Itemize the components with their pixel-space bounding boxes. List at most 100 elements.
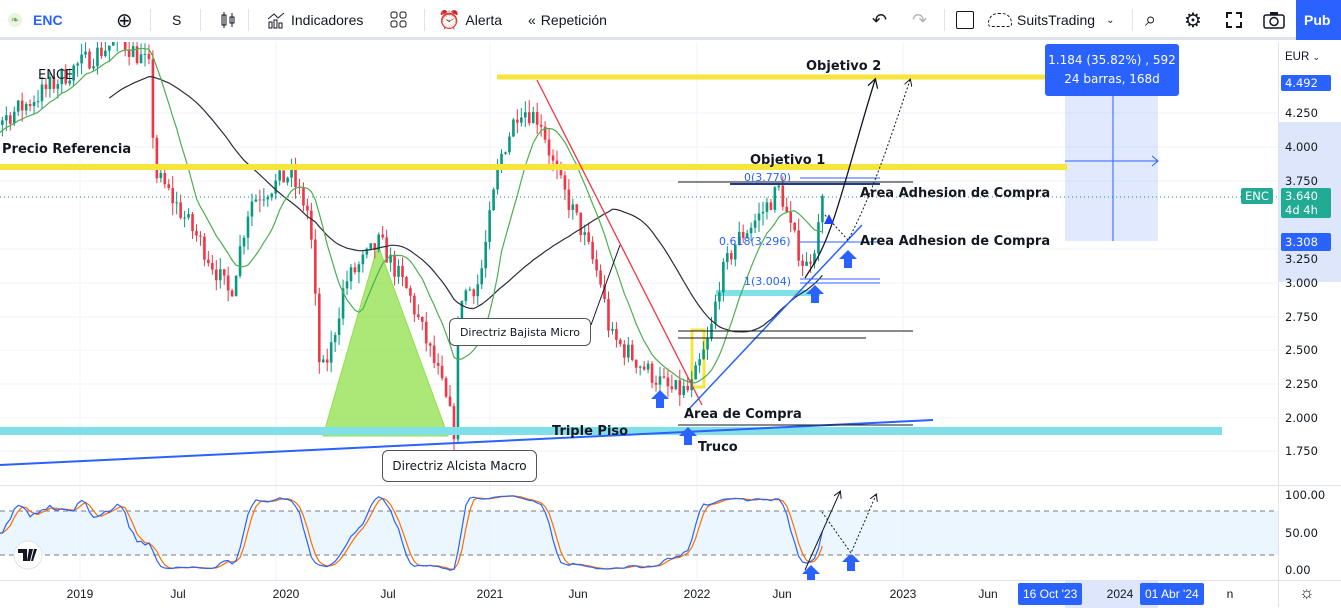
callout-directriz-bajista-micro[interactable]: Directriz Bajista Micro [449,318,591,346]
replay-button[interactable]: « Repetición [528,0,607,40]
candle-body [654,382,658,385]
candle-body [733,244,737,260]
directriz-alcista-micro-line[interactable] [687,224,863,411]
candle-body [591,241,594,260]
layout-menu[interactable]: SuitsTrading ⌄ [988,0,1114,40]
drawing-square-icon[interactable] [956,0,974,40]
price-tick: 2.750 [1285,310,1318,324]
candle-body [468,289,472,291]
candle-body [630,344,634,360]
candle-body [8,115,12,124]
candle-body [726,253,729,262]
candle-body [523,112,527,118]
candle-body [745,233,749,238]
projection-dotted-arrow[interactable] [824,80,910,241]
label-area-adhesion-2[interactable]: Area Adhesion de Compra [860,234,1051,249]
candle-body [270,193,274,198]
axis-settings-gear-icon[interactable]: ☼ [1299,583,1315,602]
search-icon[interactable]: ⌕ [1145,8,1157,31]
candle-body [214,269,218,281]
currency-selector[interactable]: EUR ⌄ [1285,51,1320,63]
candle-body [428,343,432,346]
candle-body [516,119,519,123]
up-arrow-icon [842,553,860,571]
label-objetivo-2[interactable]: Objetivo 2 [806,59,882,74]
candle-body [512,119,515,137]
candle-body [658,376,662,385]
measure-range-box[interactable] [1065,77,1158,241]
chart-type-candles-icon[interactable] [220,0,236,40]
candle-body [797,230,800,261]
publish-button[interactable]: Pub [1296,0,1341,40]
candle-body [765,202,769,212]
candle-body [147,53,151,60]
candle-body [793,222,796,231]
horizontal-levels[interactable] [678,181,913,426]
fib-lines[interactable] [730,177,880,284]
bar-countdown: 4d 4h [1285,203,1318,217]
directriz-bajista-line[interactable] [536,79,703,406]
gear-icon[interactable]: ⚙ [1184,9,1202,32]
cyan-zone[interactable] [716,290,820,296]
time-axis[interactable]: 2019 Jul 2020 Jul 2021 Jun 2022 Jun 2023… [0,580,1278,608]
price-chart[interactable] [0,0,1278,580]
candle-body [151,59,155,138]
candle-body [5,115,8,121]
alert-button[interactable]: ⏰ Alerta [438,0,502,40]
label-precio-referencia[interactable]: Precio Referencia [2,142,132,157]
redo-icon[interactable]: ↷ [912,9,928,30]
label-truco[interactable]: Truco [698,440,738,455]
label-objetivo-1[interactable]: Objetivo 1 [750,153,826,168]
candle-body [805,261,808,266]
candle-body [48,76,52,90]
callout-directriz-alcista-macro[interactable]: Directriz Alcista Macro [382,450,537,482]
triangle-pattern[interactable] [322,243,449,437]
osc-projection-dotted [821,495,876,555]
candle-body [650,363,654,383]
candle-body [769,202,773,210]
time-tick: n [1226,587,1234,601]
measure-price-change: 1.184 (35.82%) , 592 [1048,53,1176,67]
symbol-search[interactable]: ❧ ENC [8,0,63,40]
candle-body [72,65,75,81]
symbol-watermark: ENCE [38,68,74,83]
candle-body [547,139,551,156]
price-tick: 2.500 [1285,343,1318,357]
candle-body [496,166,499,190]
templates-grid-icon[interactable] [390,0,408,40]
callout-text: Directriz Alcista Macro [392,459,527,473]
compare-add-icon[interactable]: ⊕ [116,9,133,32]
label-area-de-compra[interactable]: Area de Compra [684,407,802,422]
price-axis[interactable]: EUR ⌄ 4.250 4.000 3.750 3.250 3.000 2.75… [1278,42,1341,607]
price-tick: 3.250 [1285,252,1318,266]
candle-body [96,47,99,67]
candle-body [452,406,456,440]
candle-body [662,376,666,378]
directriz-alcista-macro-line[interactable] [0,419,934,466]
label-area-adhesion-1[interactable]: Area Adhesion de Compra [860,186,1051,201]
fullscreen-icon[interactable] [1226,0,1242,40]
candle-body [729,253,733,260]
candle-body [187,214,190,218]
candle-body [52,76,56,89]
up-arrow-icon [839,250,857,268]
candle-body [809,261,812,264]
candle-body [587,232,590,242]
interval-button[interactable]: S [172,0,181,40]
time-tick: Jun [772,587,792,601]
tradingview-logo-icon [13,540,43,570]
candle-body [361,254,365,265]
camera-icon[interactable] [1263,0,1285,40]
indicators-button[interactable]: Indicadores [266,0,363,40]
candle-body [670,386,674,390]
candle-body [64,69,68,84]
candle-body [599,270,602,285]
projection-solid-arrow[interactable] [804,80,875,279]
candle-body [211,263,214,270]
candle-body [527,112,531,124]
undo-icon[interactable]: ↶ [872,9,888,30]
candle-body [714,301,717,324]
label-triple-piso[interactable]: Triple Piso [552,424,629,439]
candle-body [111,42,115,46]
candle-body [100,47,103,57]
